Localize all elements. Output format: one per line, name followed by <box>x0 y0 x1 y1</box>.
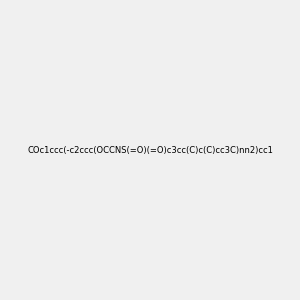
Text: COc1ccc(-c2ccc(OCCNS(=O)(=O)c3cc(C)c(C)cc3C)nn2)cc1: COc1ccc(-c2ccc(OCCNS(=O)(=O)c3cc(C)c(C)c… <box>27 146 273 154</box>
